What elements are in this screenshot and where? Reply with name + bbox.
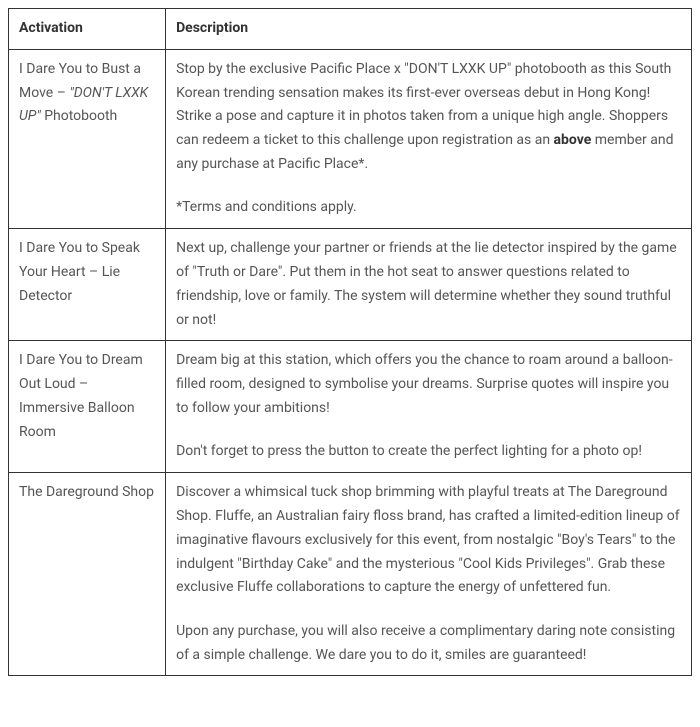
description-cell: Discover a whimsical tuck shop brimming … [166, 473, 692, 676]
description-paragraph: Upon any purchase, you will also receive… [176, 620, 681, 668]
description-cell: Next up, challenge your partner or frien… [166, 229, 692, 341]
description-paragraph: Don't forget to press the button to crea… [176, 440, 681, 464]
description-paragraph: *Terms and conditions apply. [176, 196, 681, 220]
description-paragraph: Stop by the exclusive Pacific Place x "D… [176, 58, 681, 177]
activation-cell: I Dare You to Speak Your Heart – Lie Det… [9, 229, 166, 341]
description-cell: Dream big at this station, which offers … [166, 341, 692, 473]
description-paragraph: Dream big at this station, which offers … [176, 349, 681, 420]
header-description: Description [166, 9, 692, 50]
description-cell: Stop by the exclusive Pacific Place x "D… [166, 49, 692, 228]
description-paragraph: Next up, challenge your partner or frien… [176, 237, 681, 332]
activation-cell: The Dareground Shop [9, 473, 166, 676]
activation-cell: I Dare You to Dream Out Loud – Immersive… [9, 341, 166, 473]
table-header-row: Activation Description [9, 9, 692, 50]
table-row: I Dare You to Speak Your Heart – Lie Det… [9, 229, 692, 341]
activation-suffix: Photobooth [41, 108, 118, 124]
activations-table: Activation Description I Dare You to Bus… [8, 8, 692, 676]
description-paragraph: Discover a whimsical tuck shop brimming … [176, 481, 681, 600]
table-row: I Dare You to Bust a Move – "DON'T LXXK … [9, 49, 692, 228]
table-row: The Dareground Shop Discover a whimsical… [9, 473, 692, 676]
header-activation: Activation [9, 9, 166, 50]
desc-bold: above [554, 132, 592, 148]
table-row: I Dare You to Dream Out Loud – Immersive… [9, 341, 692, 473]
activation-cell: I Dare You to Bust a Move – "DON'T LXXK … [9, 49, 166, 228]
